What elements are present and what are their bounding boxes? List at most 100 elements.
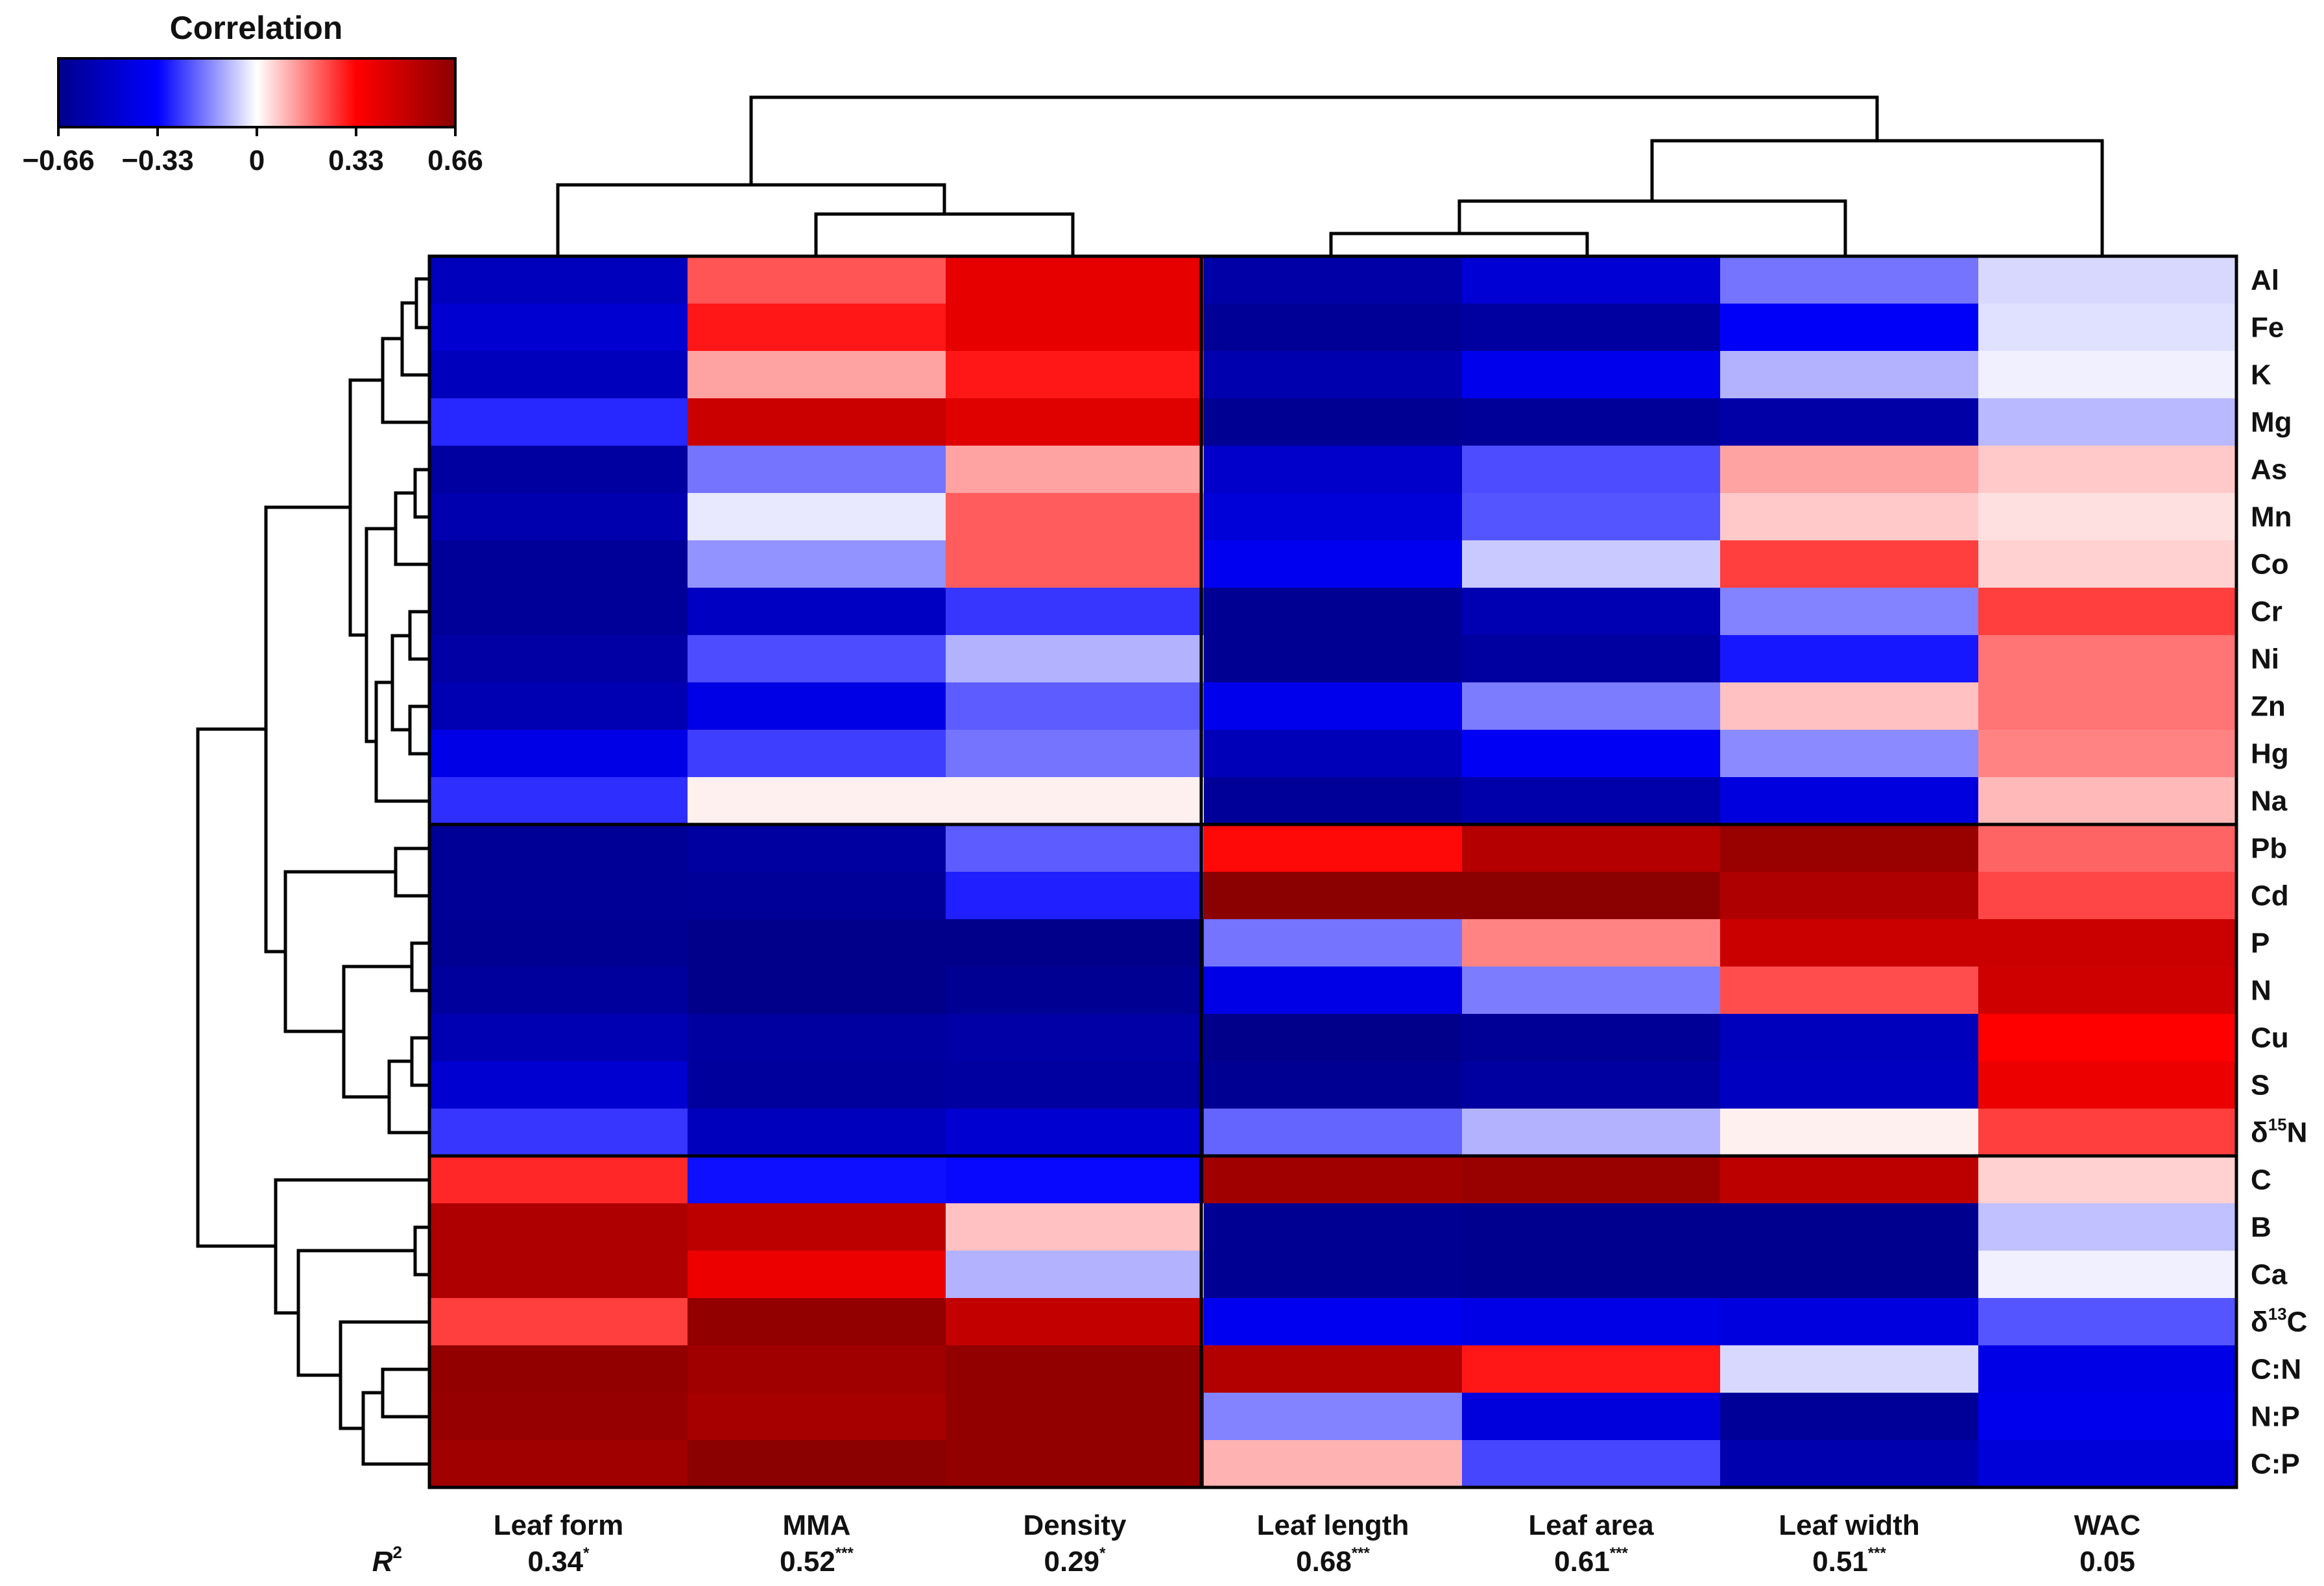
row-label: N:P xyxy=(2251,1401,2300,1433)
col-dendro-leafform-group xyxy=(556,183,946,256)
r2-value: 0.61*** xyxy=(1554,1544,1628,1578)
heatmap-cell xyxy=(429,635,688,683)
heatmap-cell xyxy=(688,919,946,967)
row-label: δ15N xyxy=(2251,1115,2307,1149)
heatmap-cell xyxy=(1462,682,1721,730)
column-dendrogram xyxy=(556,95,2104,256)
row-dendro-b-ca xyxy=(413,1225,429,1277)
row-dendro-cr-ni xyxy=(408,610,429,661)
heatmap-cell xyxy=(1462,872,1721,920)
heatmap-cell xyxy=(429,1109,688,1157)
heatmap-cell xyxy=(1462,256,1721,304)
heatmap-cell xyxy=(688,446,946,494)
heatmap-cell xyxy=(1462,635,1721,683)
heatmap-cell xyxy=(1720,824,1979,872)
column-label: Leaf width xyxy=(1779,1509,1920,1541)
row-label: Cr xyxy=(2251,596,2282,628)
heatmap-cell xyxy=(1462,919,1721,967)
colorbar-tick-label: 0.33 xyxy=(328,145,384,176)
row-dendro-as-mn xyxy=(413,468,429,519)
heatmap-cell xyxy=(1720,446,1979,494)
column-label: MMA xyxy=(782,1509,850,1541)
heatmap-cell xyxy=(1978,1203,2237,1251)
heatmap-cell xyxy=(946,1298,1204,1346)
heatmap-cell xyxy=(946,1393,1204,1441)
colorbar-tick-label: 0 xyxy=(249,145,265,176)
row-dendro-al-fe xyxy=(414,277,429,330)
heatmap-cell xyxy=(1720,588,1979,636)
heatmap-cell xyxy=(1462,1203,1721,1251)
heatmap-cell xyxy=(1978,967,2237,1015)
row-dendro-cnnp-cp xyxy=(361,1391,429,1466)
heatmap-cell xyxy=(1720,256,1979,304)
heatmap-cell xyxy=(1462,446,1721,494)
heatmap-cell xyxy=(1978,304,2237,352)
heatmap-cell xyxy=(1978,1061,2237,1109)
heatmap-cell xyxy=(1978,1109,2237,1157)
colorbar-tick-label: −0.33 xyxy=(121,145,193,176)
row-dendro-p-n xyxy=(410,941,429,992)
row-label: C:N xyxy=(2251,1354,2301,1386)
heatmap-cell xyxy=(1462,588,1721,636)
heatmap-cell xyxy=(429,1345,688,1393)
heatmap-cell xyxy=(1720,1298,1979,1346)
heatmap-cell xyxy=(688,1251,946,1299)
heatmap-cell xyxy=(1462,1014,1721,1062)
col-dendro-wac xyxy=(1650,139,2104,256)
heatmap-cell xyxy=(1978,682,2237,730)
heatmap-cell xyxy=(1720,730,1979,778)
column-label: Leaf length xyxy=(1257,1509,1409,1541)
row-dendro-pb-cd xyxy=(394,847,429,898)
heatmap-cell xyxy=(946,493,1204,541)
heatmap-cell xyxy=(688,1014,946,1062)
heatmap-cell xyxy=(1204,446,1463,494)
heatmap-cell xyxy=(429,398,688,446)
heatmap-cell xyxy=(688,256,946,304)
heatmap-cell xyxy=(946,1061,1204,1109)
row-label: As xyxy=(2251,454,2287,486)
heatmap-cell xyxy=(429,1014,688,1062)
heatmap-cell xyxy=(429,493,688,541)
col-dendro-length-area xyxy=(1329,232,1589,256)
heatmap-cell xyxy=(1978,1345,2237,1393)
heatmap-cell xyxy=(1462,351,1721,399)
heatmap-cell xyxy=(1204,493,1463,541)
row-label: Na xyxy=(2251,786,2288,817)
heatmap-cell xyxy=(688,682,946,730)
heatmap-cell xyxy=(1462,730,1721,778)
heatmap-cell xyxy=(1462,540,1721,588)
heatmap-cell xyxy=(1978,588,2237,636)
heatmap-cell xyxy=(688,398,946,446)
heatmap-cell xyxy=(1462,304,1721,352)
heatmap-cell xyxy=(688,1393,946,1441)
row-label: C xyxy=(2251,1164,2271,1196)
heatmap-cell xyxy=(1720,872,1979,920)
heatmap-cell xyxy=(1978,635,2237,683)
heatmap-cell xyxy=(1204,919,1463,967)
heatmap-cell xyxy=(429,682,688,730)
heatmap-cell xyxy=(946,1109,1204,1157)
heatmap-cell xyxy=(1720,304,1979,352)
colorbar-gradient xyxy=(57,57,457,128)
heatmap-cell xyxy=(1720,1061,1979,1109)
row-dendrogram xyxy=(196,277,429,1466)
heatmap-cell xyxy=(688,1440,946,1488)
heatmap-grid xyxy=(427,254,2238,1489)
heatmap-cell xyxy=(688,872,946,920)
heatmap-cell xyxy=(1720,1156,1979,1204)
row-label: P xyxy=(2251,928,2270,959)
heatmap-cell xyxy=(429,967,688,1015)
column-label: Leaf form xyxy=(494,1509,623,1541)
heatmap-cell xyxy=(1978,398,2237,446)
heatmap-cell xyxy=(1720,493,1979,541)
heatmap-cell xyxy=(1720,635,1979,683)
heatmap-cell xyxy=(1462,777,1721,825)
heatmap-cell xyxy=(1720,919,1979,967)
heatmap-cell xyxy=(1204,1251,1463,1299)
heatmap-cell xyxy=(1462,1061,1721,1109)
heatmap-cell xyxy=(1204,1156,1463,1204)
column-label: Leaf area xyxy=(1528,1509,1654,1541)
heatmap-cell xyxy=(1720,1203,1979,1251)
row-label: K xyxy=(2251,359,2271,391)
